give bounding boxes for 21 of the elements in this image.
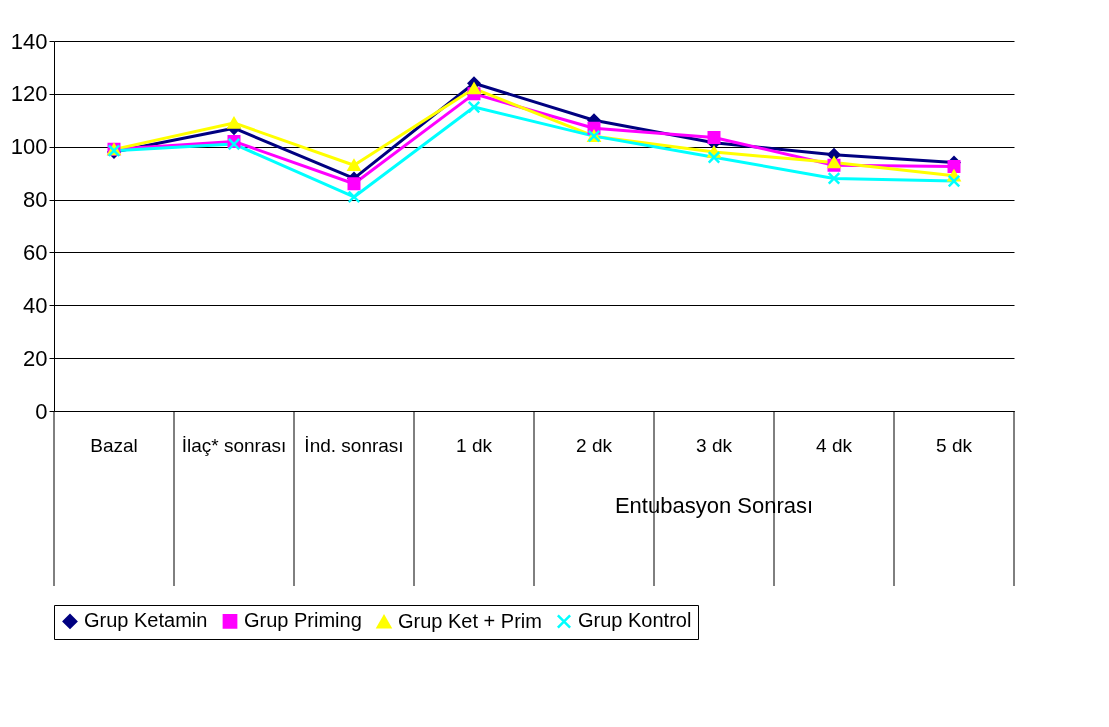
x-tick-label: İlaç* sonrası	[181, 434, 287, 456]
x-tick-label: İnd. sonrası	[304, 434, 404, 456]
legend-label: Grup Ketamin	[84, 609, 208, 632]
y-tick-label: 60	[23, 239, 48, 265]
x-tick-label: 5 dk	[936, 434, 973, 456]
legend-label: Grup Kontrol	[578, 609, 692, 632]
text: Entubasyon Sonrası	[614, 493, 814, 518]
y-tick-label: 20	[23, 345, 48, 371]
x-tick-label: 3 dk	[696, 434, 733, 456]
legend-label: Grup Ket + Prim	[398, 609, 542, 632]
y-tick-label: 140	[10, 28, 48, 54]
y-tick-label: 40	[23, 292, 48, 318]
y-tick-label: 80	[23, 187, 48, 213]
x-tick-label: 1 dk	[456, 434, 493, 456]
x-tick-label: Bazal	[90, 434, 138, 456]
y-tick-label: 120	[10, 81, 48, 107]
x-tick-label: 4 dk	[816, 434, 853, 456]
y-tick-label: 100	[10, 134, 48, 160]
y-tick-label: 0	[35, 398, 48, 424]
legend-label: Grup Priming	[244, 609, 362, 632]
x-tick-label: 2 dk	[576, 434, 613, 456]
